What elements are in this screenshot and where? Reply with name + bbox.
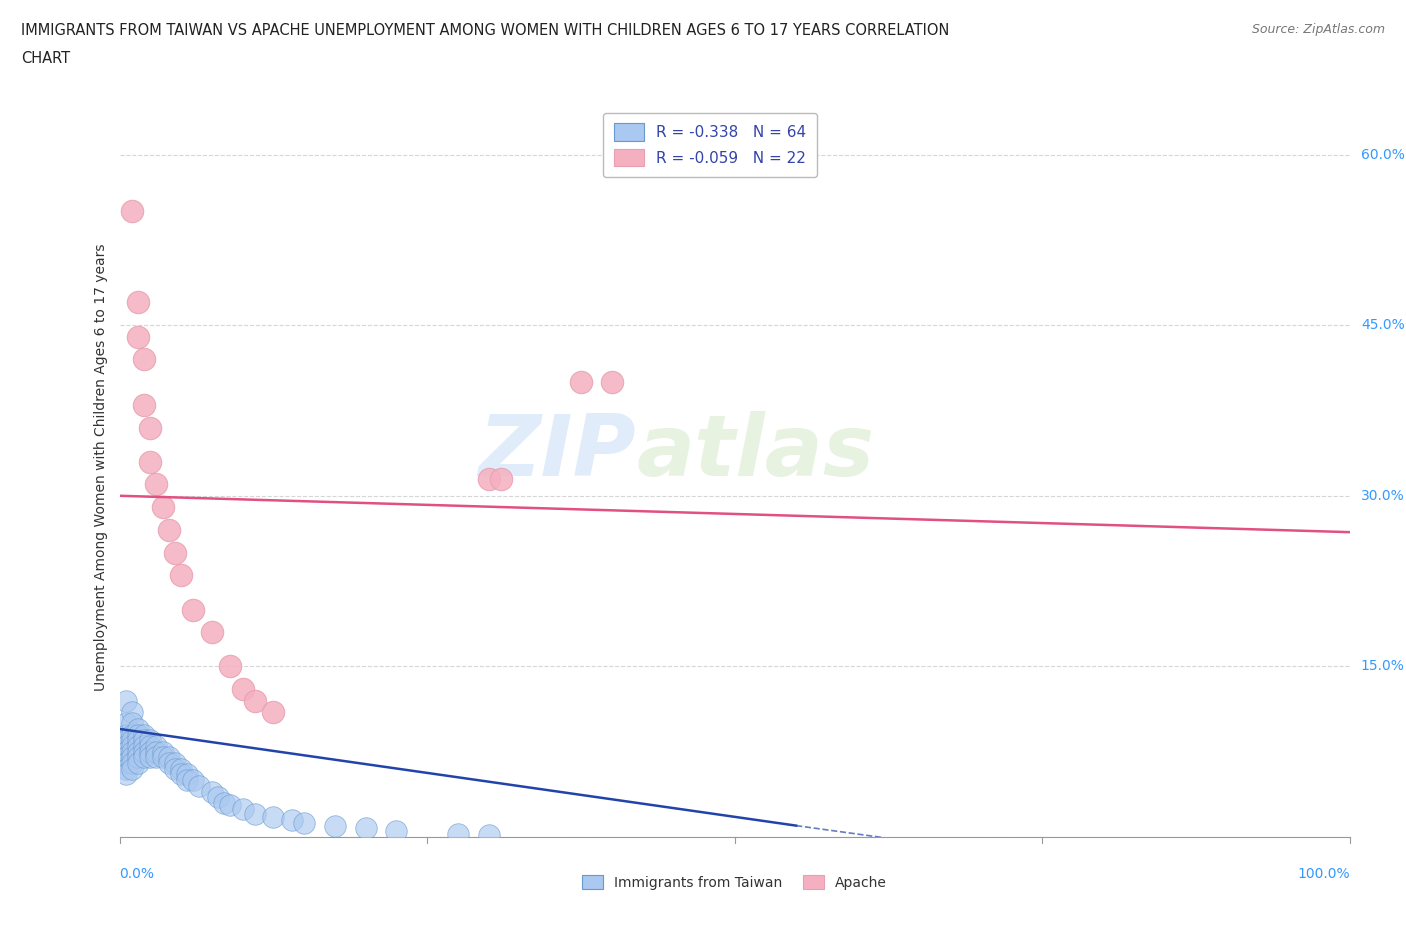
Point [219,798,242,813]
Point [219,659,242,674]
Point [139,420,162,435]
Point [114,727,136,742]
Point [354,820,377,835]
Point [243,807,266,822]
Point [201,625,224,640]
Point [114,767,136,782]
Legend: Immigrants from Taiwan, Apache: Immigrants from Taiwan, Apache [575,868,894,897]
Point [121,738,143,753]
Point [114,750,136,764]
Point [132,352,156,366]
Point [132,727,156,742]
Point [207,790,229,804]
Point [121,733,143,748]
Point [132,733,156,748]
Point [139,738,162,753]
Point [132,397,156,412]
Point [243,693,266,708]
Point [114,744,136,759]
Point [477,828,501,843]
Point [152,744,174,759]
Point [145,477,167,492]
Point [170,762,193,777]
Point [121,755,143,770]
Text: 15.0%: 15.0% [1361,659,1405,673]
Point [121,716,143,731]
Point [323,818,346,833]
Point [569,375,592,390]
Text: 0.0%: 0.0% [120,867,155,881]
Point [145,744,167,759]
Point [152,499,174,514]
Point [127,733,149,748]
Point [127,722,149,737]
Point [114,738,136,753]
Point [201,784,224,799]
Point [114,755,136,770]
Point [231,682,254,697]
Point [145,738,167,753]
Point [176,773,198,788]
Point [145,750,167,764]
Point [121,204,143,219]
Point [139,454,162,469]
Point [132,738,156,753]
Point [121,704,143,719]
Text: ZIP: ZIP [478,411,636,494]
Point [127,727,149,742]
Text: atlas: atlas [636,411,875,494]
Point [127,750,149,764]
Text: 60.0%: 60.0% [1361,148,1405,162]
Point [132,750,156,764]
Point [163,545,186,560]
Point [231,801,254,816]
Point [132,744,156,759]
Point [127,738,149,753]
Point [170,767,193,782]
Text: 30.0%: 30.0% [1361,489,1405,503]
Point [188,778,211,793]
Point [121,750,143,764]
Point [139,733,162,748]
Point [114,762,136,777]
Y-axis label: Unemployment Among Women with Children Ages 6 to 17 years: Unemployment Among Women with Children A… [94,244,108,691]
Text: 45.0%: 45.0% [1361,318,1405,332]
Point [600,375,623,390]
Point [127,295,149,310]
Point [489,472,512,486]
Point [183,602,205,617]
Point [176,767,198,782]
Point [139,744,162,759]
Point [121,727,143,742]
Point [127,329,149,344]
Point [281,813,304,828]
Point [170,568,193,583]
Point [262,809,284,824]
Point [157,750,180,764]
Text: Source: ZipAtlas.com: Source: ZipAtlas.com [1251,23,1385,36]
Point [121,744,143,759]
Point [127,755,149,770]
Point [477,472,501,486]
Text: IMMIGRANTS FROM TAIWAN VS APACHE UNEMPLOYMENT AMONG WOMEN WITH CHILDREN AGES 6 T: IMMIGRANTS FROM TAIWAN VS APACHE UNEMPLO… [21,23,949,38]
Point [183,773,205,788]
Point [157,523,180,538]
Point [292,816,315,830]
Point [152,750,174,764]
Text: 100.0%: 100.0% [1298,867,1350,881]
Point [114,716,136,731]
Point [157,755,180,770]
Point [127,744,149,759]
Point [212,795,235,810]
Point [163,762,186,777]
Point [163,755,186,770]
Point [139,750,162,764]
Point [447,826,470,841]
Point [262,704,284,719]
Point [121,762,143,777]
Point [114,733,136,748]
Text: CHART: CHART [21,51,70,66]
Point [385,824,408,839]
Point [114,693,136,708]
